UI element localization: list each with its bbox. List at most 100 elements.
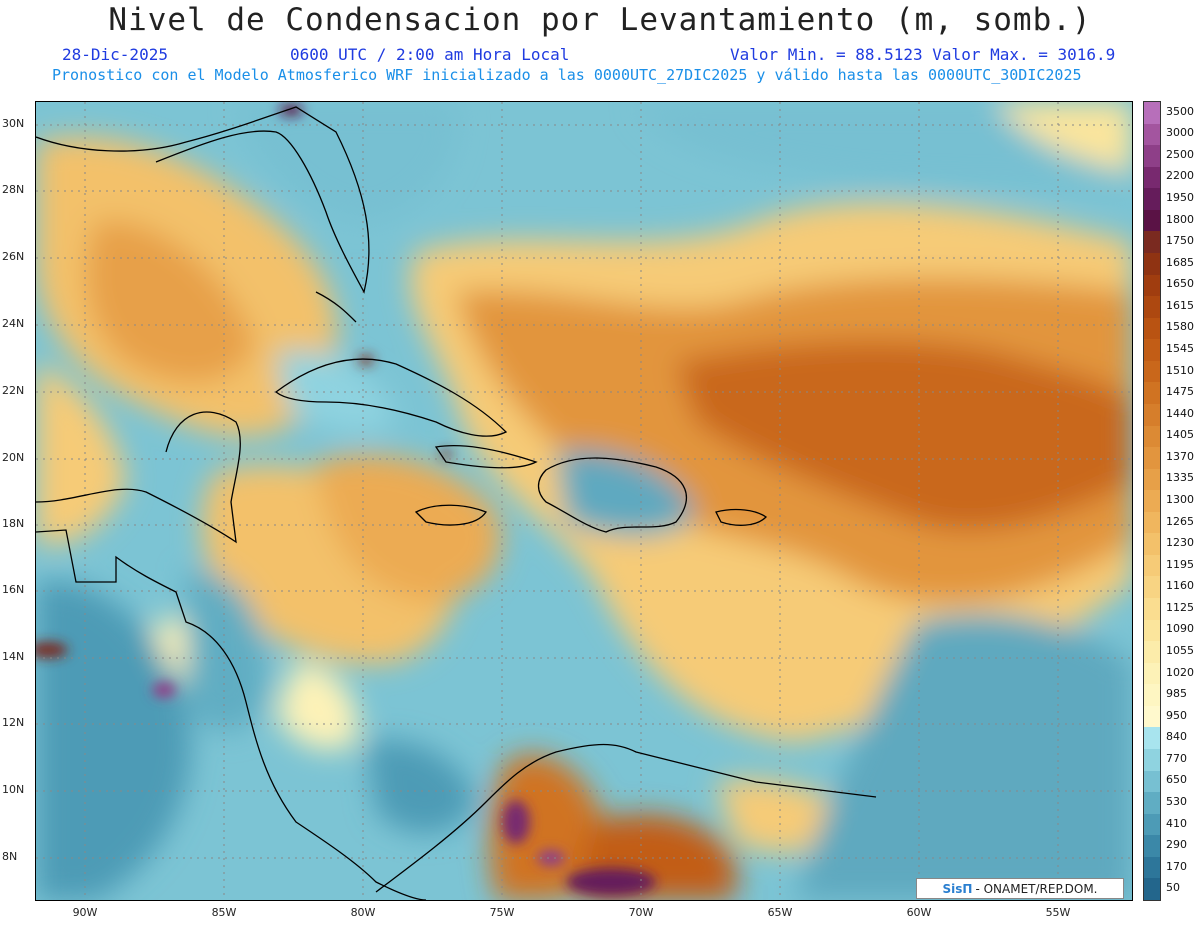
colorbar-swatch xyxy=(1144,425,1160,448)
colorbar-label: 1800 xyxy=(1166,212,1194,226)
colorbar-swatch xyxy=(1144,231,1160,254)
colorbar-swatch xyxy=(1144,468,1160,491)
colorbar-swatch xyxy=(1144,727,1160,750)
colorbar-swatch xyxy=(1144,533,1160,556)
credit-text: - ONAMET/REP.DOM. xyxy=(975,881,1098,896)
colorbar-swatch xyxy=(1144,382,1160,405)
colorbar-swatch xyxy=(1144,662,1160,685)
lon-label-60w: 60W xyxy=(906,906,932,919)
coastlines xyxy=(36,106,877,900)
colorbar-swatch xyxy=(1144,447,1160,470)
colorbar-swatch xyxy=(1144,123,1160,146)
lat-label-22n: 22N xyxy=(2,384,25,397)
credit-box: SisΠ - ONAMET/REP.DOM. xyxy=(916,878,1124,899)
colorbar-label: 1405 xyxy=(1166,428,1194,442)
colorbar-label: 1195 xyxy=(1166,557,1194,571)
lon-label-65w: 65W xyxy=(767,906,793,919)
colorbar-label: 1475 xyxy=(1166,385,1194,399)
colorbar-swatch xyxy=(1144,274,1160,297)
colorbar-label: 1650 xyxy=(1166,277,1194,291)
value-range: Valor Min. = 88.5123 Valor Max. = 3016.9 xyxy=(730,45,1116,64)
colorbar-swatch xyxy=(1144,856,1160,879)
colorbar-swatch xyxy=(1144,102,1160,124)
colorbar-label: 1580 xyxy=(1166,320,1194,334)
colorbar-swatch xyxy=(1144,296,1160,319)
map-panel[interactable] xyxy=(35,101,1133,901)
colorbar-swatch xyxy=(1144,252,1160,275)
colorbar-swatch xyxy=(1144,166,1160,189)
lon-label-90w: 90W xyxy=(72,906,98,919)
colorbar-label: 530 xyxy=(1166,794,1187,808)
colorbar-swatch xyxy=(1144,188,1160,211)
colorbar-swatch xyxy=(1144,878,1160,901)
map-title: Nivel de Condensacion por Levantamiento … xyxy=(108,2,1092,38)
colorbar-label: 1750 xyxy=(1166,234,1194,248)
lat-label-30n: 30N xyxy=(2,117,25,130)
colorbar-label: 50 xyxy=(1166,881,1180,895)
colorbar-label: 985 xyxy=(1166,687,1187,701)
lon-label-55w: 55W xyxy=(1045,906,1071,919)
colorbar-label: 1545 xyxy=(1166,342,1194,356)
colorbar-swatch xyxy=(1144,641,1160,664)
colorbar-label: 290 xyxy=(1166,838,1187,852)
colorbar xyxy=(1143,101,1161,901)
colorbar-label: 2200 xyxy=(1166,169,1194,183)
colorbar-swatch xyxy=(1144,145,1160,168)
colorbar-swatch xyxy=(1144,684,1160,707)
colorbar-swatch xyxy=(1144,835,1160,858)
colorbar-label: 1055 xyxy=(1166,643,1194,657)
lat-label-18n: 18N xyxy=(2,517,25,530)
colorbar-label: 1020 xyxy=(1166,665,1194,679)
lon-label-70w: 70W xyxy=(628,906,654,919)
colorbar-swatch xyxy=(1144,749,1160,772)
colorbar-label: 1230 xyxy=(1166,536,1194,550)
colorbar-label: 1300 xyxy=(1166,493,1194,506)
colorbar-swatch xyxy=(1144,317,1160,340)
colorbar-label: 1090 xyxy=(1166,622,1194,636)
colorbar-label: 1510 xyxy=(1166,363,1194,377)
colorbar-label: 770 xyxy=(1166,751,1187,765)
colorbar-swatch xyxy=(1144,209,1160,232)
lat-label-12n: 12N xyxy=(2,716,25,729)
colorbar-label: 1685 xyxy=(1166,255,1194,269)
colorbar-swatch xyxy=(1144,705,1160,728)
colorbar-swatch xyxy=(1144,619,1160,642)
sispi-logo: SisΠ xyxy=(942,881,973,896)
lat-label-26n: 26N xyxy=(2,250,25,263)
lon-label-80w: 80W xyxy=(350,906,376,919)
colorbar-label: 1370 xyxy=(1166,449,1194,463)
lat-label-14n: 14N xyxy=(2,650,25,663)
colorbar-label: 650 xyxy=(1166,773,1187,787)
colorbar-swatch xyxy=(1144,813,1160,836)
lat-label-24n: 24N xyxy=(2,317,25,330)
colorbar-label: 1335 xyxy=(1166,471,1194,485)
colorbar-swatch xyxy=(1144,770,1160,793)
colorbar-swatch xyxy=(1144,576,1160,599)
colorbar-swatch xyxy=(1144,511,1160,534)
lat-label-28n: 28N xyxy=(2,183,25,196)
colorbar-swatch xyxy=(1144,554,1160,577)
lon-label-75w: 75W xyxy=(489,906,515,919)
model-info: Pronostico con el Modelo Atmosferico WRF… xyxy=(52,66,1082,84)
lat-label-8n: 8N xyxy=(2,850,18,863)
colorbar-label: 1615 xyxy=(1166,298,1194,312)
colorbar-label: 3000 xyxy=(1166,126,1194,140)
colorbar-swatch xyxy=(1144,598,1160,621)
colorbar-swatch xyxy=(1144,490,1160,513)
colorbar-label: 1265 xyxy=(1166,514,1194,528)
lat-label-16n: 16N xyxy=(2,583,25,596)
colorbar-label: 840 xyxy=(1166,730,1187,744)
colorbar-label: 1160 xyxy=(1166,579,1194,593)
colorbar-label: 170 xyxy=(1166,859,1187,873)
lcl-field-map xyxy=(36,102,1132,900)
colorbar-label: 1950 xyxy=(1166,191,1194,205)
colorbar-label: 2500 xyxy=(1166,147,1194,161)
colorbar-swatch xyxy=(1144,360,1160,383)
colorbar-label: 1125 xyxy=(1166,600,1194,614)
forecast-date: 28-Dic-2025 xyxy=(62,45,168,64)
lat-label-20n: 20N xyxy=(2,451,25,464)
colorbar-label: 950 xyxy=(1166,708,1187,722)
forecast-time: 0600 UTC / 2:00 am Hora Local xyxy=(290,45,570,64)
colorbar-label: 410 xyxy=(1166,816,1187,830)
colorbar-swatch xyxy=(1144,403,1160,426)
